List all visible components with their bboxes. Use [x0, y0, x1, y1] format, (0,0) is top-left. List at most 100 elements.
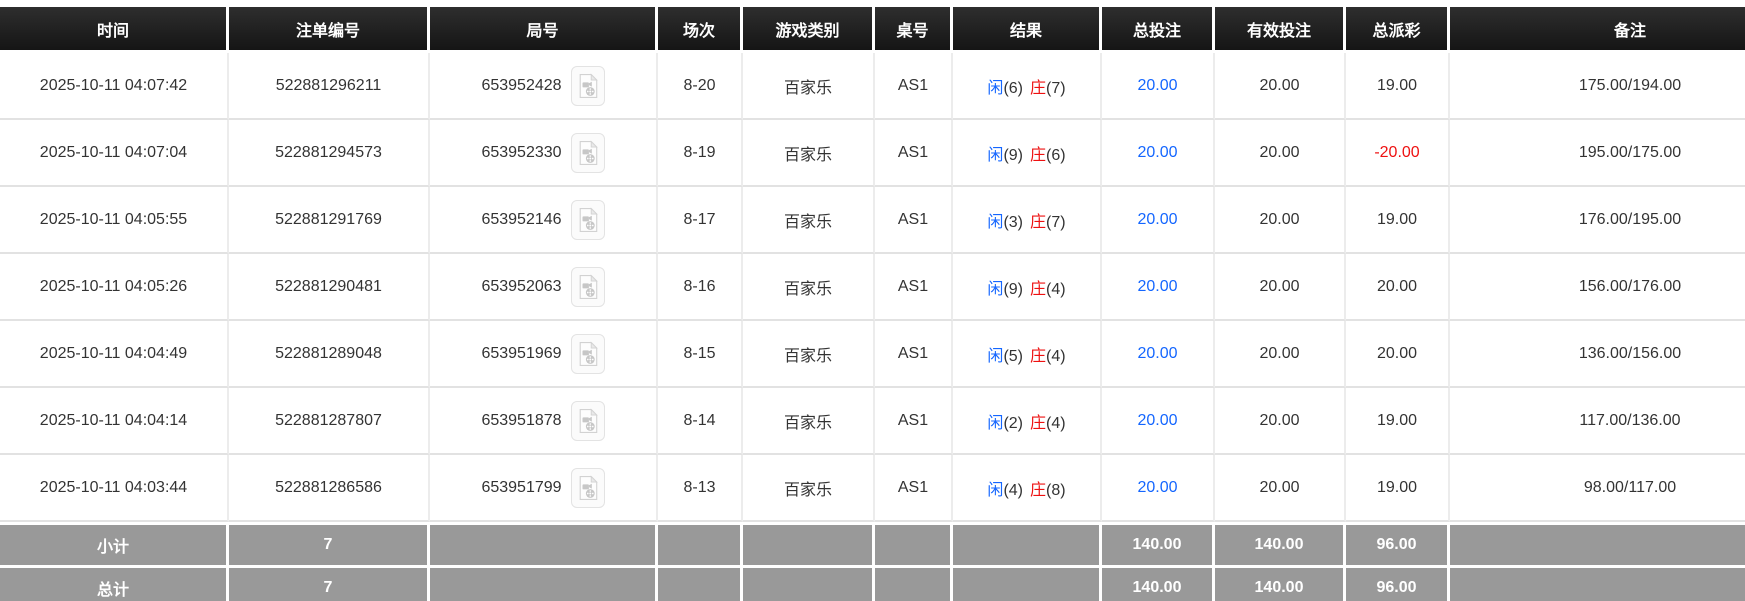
- cell-session: 8-17: [658, 187, 743, 254]
- cell-session: 8-15: [658, 321, 743, 388]
- player-result-label: 闲: [987, 414, 1004, 432]
- total-bet-link[interactable]: 20.00: [1137, 478, 1178, 496]
- column-header-total-bet: 总投注: [1102, 7, 1215, 53]
- video-replay-button[interactable]: [570, 266, 605, 307]
- total-empty-cell: [953, 565, 1102, 601]
- table-row: 2025-10-11 04:07:04 522881294573 6539523…: [0, 120, 1745, 187]
- cell-valid-bet: 20.00: [1215, 388, 1346, 455]
- player-result-label: 闲: [987, 347, 1004, 365]
- column-header-table-number: 桌号: [875, 7, 953, 53]
- cell-total-bet: 20.00: [1102, 53, 1215, 120]
- video-replay-button[interactable]: [570, 467, 605, 508]
- cell-time: 2025-10-11 04:05:26: [0, 254, 229, 321]
- cell-table-number: AS1: [875, 455, 953, 522]
- subtotal-empty-cell: [875, 522, 953, 565]
- cell-bet-number: 522881294573: [229, 120, 430, 187]
- banker-score: (7): [1046, 213, 1066, 231]
- video-replay-button[interactable]: [570, 400, 605, 441]
- cell-game-type: 百家乐: [743, 388, 875, 455]
- column-header-session: 场次: [658, 7, 743, 53]
- cell-session: 8-20: [658, 53, 743, 120]
- cell-round-number: 653952330: [430, 120, 658, 187]
- total-bet-link[interactable]: 20.00: [1137, 344, 1178, 362]
- round-number: 653952428: [481, 76, 562, 94]
- cell-total-payout: 19.00: [1346, 455, 1450, 522]
- player-score: (6): [1003, 79, 1023, 97]
- cell-total-bet: 20.00: [1102, 120, 1215, 187]
- video-replay-button[interactable]: [570, 132, 605, 173]
- cell-round-number: 653951799: [430, 455, 658, 522]
- cell-time: 2025-10-11 04:04:49: [0, 321, 229, 388]
- cell-table-number: AS1: [875, 53, 953, 120]
- total-empty-cell: [743, 565, 875, 601]
- cell-total-bet: 20.00: [1102, 321, 1215, 388]
- cell-total-payout: 19.00: [1346, 187, 1450, 254]
- video-film-icon: [579, 273, 598, 299]
- cell-remark: 175.00/194.00: [1450, 53, 1745, 120]
- cell-remark: 136.00/156.00: [1450, 321, 1745, 388]
- total-label: 总计: [0, 565, 229, 601]
- subtotal-total-payout: 96.00: [1346, 522, 1450, 565]
- cell-bet-number: 522881291769: [229, 187, 430, 254]
- cell-time: 2025-10-11 04:04:14: [0, 388, 229, 455]
- video-film-icon: [579, 340, 598, 366]
- total-bet-link[interactable]: 20.00: [1137, 277, 1178, 295]
- cell-round-number: 653951878: [430, 388, 658, 455]
- video-film-icon: [579, 139, 598, 165]
- cell-remark: 176.00/195.00: [1450, 187, 1745, 254]
- cell-time: 2025-10-11 04:07:04: [0, 120, 229, 187]
- column-header-result: 结果: [953, 7, 1102, 53]
- subtotal-empty-cell: [658, 522, 743, 565]
- video-replay-button[interactable]: [570, 333, 605, 374]
- cell-result: 闲(5) 庄(4): [953, 321, 1102, 388]
- total-valid-bet: 140.00: [1215, 565, 1346, 601]
- total-empty-cell: [875, 565, 953, 601]
- total-bet-link[interactable]: 20.00: [1137, 143, 1178, 161]
- player-score: (5): [1003, 347, 1023, 365]
- video-film-icon: [579, 407, 598, 433]
- total-bet-link[interactable]: 20.00: [1137, 76, 1178, 94]
- cell-table-number: AS1: [875, 120, 953, 187]
- header-row: 时间 注单编号 局号 场次 游戏类别 桌号 结果 总投注 有效投注 总派彩 备注: [0, 7, 1745, 53]
- cell-bet-number: 522881290481: [229, 254, 430, 321]
- cell-game-type: 百家乐: [743, 254, 875, 321]
- total-bet-link[interactable]: 20.00: [1137, 411, 1178, 429]
- cell-time: 2025-10-11 04:03:44: [0, 455, 229, 522]
- video-film-icon: [579, 206, 598, 232]
- total-row: 总计 7 140.00 140.00 96.00: [0, 565, 1745, 601]
- table-footer: 小计 7 140.00 140.00 96.00 总计 7 1: [0, 522, 1745, 601]
- total-bet-link[interactable]: 20.00: [1137, 210, 1178, 228]
- cell-result: 闲(4) 庄(8): [953, 455, 1102, 522]
- cell-session: 8-16: [658, 254, 743, 321]
- subtotal-empty-cell: [743, 522, 875, 565]
- cell-total-bet: 20.00: [1102, 187, 1215, 254]
- cell-table-number: AS1: [875, 388, 953, 455]
- round-number: 653951969: [481, 344, 562, 362]
- column-header-game-type: 游戏类别: [743, 7, 875, 53]
- cell-valid-bet: 20.00: [1215, 321, 1346, 388]
- video-replay-button[interactable]: [570, 199, 605, 240]
- player-score: (2): [1003, 414, 1023, 432]
- banker-result-label: 庄: [1030, 79, 1047, 97]
- column-header-valid-bet: 有效投注: [1215, 7, 1346, 53]
- video-replay-button[interactable]: [570, 65, 605, 106]
- cell-game-type: 百家乐: [743, 455, 875, 522]
- cell-bet-number: 522881289048: [229, 321, 430, 388]
- player-result-label: 闲: [987, 481, 1004, 499]
- player-score: (9): [1003, 280, 1023, 298]
- cell-bet-number: 522881296211: [229, 53, 430, 120]
- cell-round-number: 653951969: [430, 321, 658, 388]
- banker-score: (8): [1046, 481, 1066, 499]
- subtotal-row: 小计 7 140.00 140.00 96.00: [0, 522, 1745, 565]
- cell-total-payout: 19.00: [1346, 53, 1450, 120]
- cell-remark: 195.00/175.00: [1450, 120, 1745, 187]
- banker-result-label: 庄: [1030, 213, 1047, 231]
- player-score: (9): [1003, 146, 1023, 164]
- round-number: 653951799: [481, 478, 562, 496]
- table-row: 2025-10-11 04:05:55 522881291769 6539521…: [0, 187, 1745, 254]
- cell-total-bet: 20.00: [1102, 388, 1215, 455]
- column-header-remark: 备注: [1450, 7, 1745, 53]
- banker-score: (6): [1046, 146, 1066, 164]
- cell-valid-bet: 20.00: [1215, 187, 1346, 254]
